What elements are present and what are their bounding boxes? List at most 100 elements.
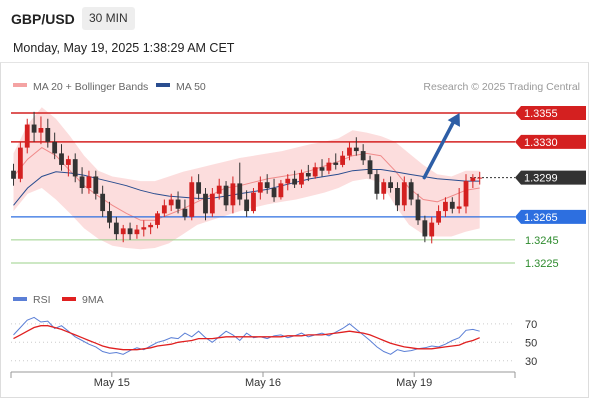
candle-body bbox=[127, 228, 133, 235]
level-label-1-3225: 1.3225 bbox=[525, 258, 559, 270]
projection-arrow-head bbox=[447, 113, 460, 127]
candle-body bbox=[395, 188, 400, 206]
candle-body bbox=[347, 147, 352, 156]
candle-body bbox=[285, 178, 291, 184]
chart-credit: Research © 2025 Trading Central bbox=[423, 81, 580, 93]
candle-body bbox=[65, 159, 71, 165]
candle-body bbox=[31, 124, 37, 133]
rsi-tick-30: 30 bbox=[525, 356, 537, 368]
candle-body bbox=[292, 178, 298, 185]
candle-body bbox=[59, 153, 64, 165]
candle-body bbox=[415, 199, 421, 221]
level-label-1-3299: 1.3299 bbox=[524, 173, 558, 185]
x-tick-label-may-19: May 19 bbox=[396, 377, 432, 389]
level-tag-pivot-3 bbox=[515, 209, 586, 224]
candle-body bbox=[209, 193, 215, 214]
candle-body bbox=[93, 176, 99, 194]
ma20-line bbox=[13, 146, 480, 221]
candle-body bbox=[408, 182, 414, 200]
candle-body bbox=[72, 159, 78, 177]
legend-swatch-ma20 bbox=[13, 83, 27, 87]
candle-body bbox=[52, 141, 58, 154]
candle-body bbox=[155, 213, 160, 225]
legend-label-ma20: MA 20 + Bollinger Bands bbox=[33, 81, 148, 93]
candle-body bbox=[429, 222, 435, 237]
level-tag-resistance-0 bbox=[515, 106, 586, 120]
candle-body bbox=[470, 177, 476, 182]
candle-body bbox=[107, 211, 112, 223]
candle-body bbox=[456, 206, 462, 209]
candle-body bbox=[299, 173, 304, 185]
level-label-1-3355: 1.3355 bbox=[524, 108, 558, 120]
candle-body bbox=[244, 199, 250, 212]
candle-body bbox=[230, 183, 236, 206]
candle-body bbox=[422, 220, 428, 237]
candle-body bbox=[278, 183, 284, 198]
candle-body bbox=[100, 193, 106, 212]
rsi-series-9ma bbox=[13, 325, 480, 351]
rsi-tick-70: 70 bbox=[525, 319, 537, 331]
candle-body bbox=[264, 182, 270, 188]
timeframe-badge[interactable]: 30 MIN bbox=[82, 7, 135, 30]
projection-arrow-shaft bbox=[422, 116, 458, 180]
level-label-1-3245: 1.3245 bbox=[525, 235, 559, 247]
candle-body bbox=[11, 170, 16, 179]
candle-body bbox=[134, 229, 140, 235]
x-tick-label-may-15: May 15 bbox=[94, 377, 130, 389]
candle-body bbox=[463, 181, 469, 207]
candle-body bbox=[141, 227, 147, 230]
candle-body bbox=[449, 201, 455, 209]
instrument-title: GBP/USD bbox=[11, 11, 75, 27]
bollinger-band-fill bbox=[13, 107, 480, 250]
candle-body bbox=[45, 128, 51, 142]
candle-body bbox=[271, 188, 277, 198]
candle-body bbox=[257, 182, 263, 193]
candle-body bbox=[86, 176, 92, 188]
candle-body bbox=[175, 199, 181, 209]
candle-body bbox=[388, 182, 393, 188]
legend-swatch-9ma bbox=[62, 297, 76, 301]
level-tag-last-2 bbox=[515, 170, 586, 185]
candle-body bbox=[168, 199, 174, 206]
candle-body bbox=[120, 228, 126, 235]
legend-swatch-ma50 bbox=[156, 83, 170, 87]
timestamp: Monday, May 19, 2025 1:38:29 AM CET bbox=[13, 41, 235, 55]
candle-body bbox=[312, 167, 318, 177]
candle-body bbox=[24, 124, 30, 148]
candle-body bbox=[436, 211, 441, 223]
candle-body bbox=[237, 183, 243, 200]
candle-body bbox=[305, 173, 311, 177]
candle-body bbox=[353, 147, 359, 152]
legend-label-9ma: 9MA bbox=[82, 294, 104, 306]
candle-body bbox=[161, 205, 167, 214]
candle-body bbox=[148, 224, 154, 228]
rsi-series-rsi bbox=[13, 316, 480, 355]
legend-label-rsi: RSI bbox=[33, 294, 51, 306]
candle-body bbox=[360, 151, 366, 161]
candle-body bbox=[381, 182, 387, 194]
candle-body bbox=[326, 162, 332, 171]
candle-body bbox=[251, 192, 256, 212]
candle-body bbox=[401, 182, 407, 206]
candle-body bbox=[189, 182, 195, 217]
candle-body bbox=[443, 201, 448, 212]
candle-body bbox=[477, 177, 483, 179]
candle-body bbox=[38, 128, 44, 133]
candle-body bbox=[374, 174, 380, 194]
chart-frame bbox=[0, 62, 589, 398]
candle-body bbox=[223, 185, 229, 206]
candle-body bbox=[182, 208, 188, 217]
legend-swatch-rsi bbox=[13, 297, 27, 301]
candle-body bbox=[333, 162, 339, 165]
rsi-tick-50: 50 bbox=[525, 337, 537, 349]
level-label-1-3265: 1.3265 bbox=[524, 212, 558, 224]
candle-body bbox=[340, 155, 346, 165]
candle-body bbox=[319, 167, 325, 171]
level-label-1-3330: 1.3330 bbox=[524, 137, 558, 149]
candle-body bbox=[203, 193, 208, 214]
candle-body bbox=[17, 147, 23, 179]
candle-body bbox=[196, 182, 202, 194]
candle-body bbox=[216, 185, 222, 194]
candle-body bbox=[79, 176, 85, 188]
